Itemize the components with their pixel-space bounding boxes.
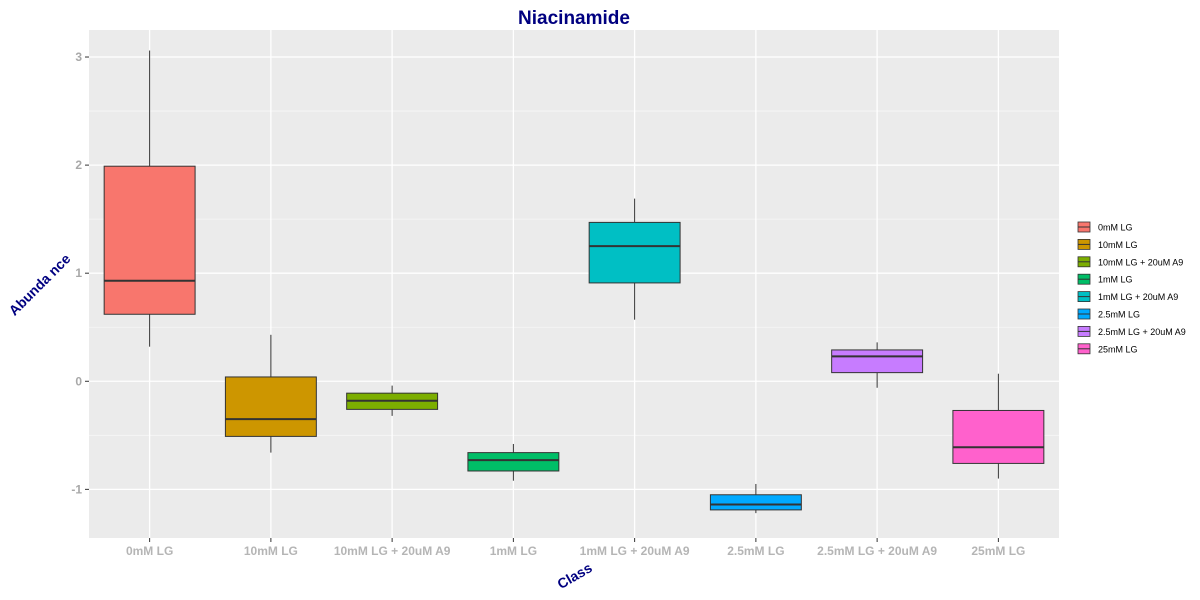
legend-label: 1mM LG bbox=[1098, 275, 1133, 285]
y-tick-label: 0 bbox=[75, 374, 82, 388]
x-tick-label: 0mM LG bbox=[126, 544, 173, 558]
box-body bbox=[588, 221, 681, 284]
boxes bbox=[103, 50, 1045, 514]
box-body bbox=[709, 494, 802, 511]
box-4 bbox=[588, 198, 681, 320]
x-tick-label: 2.5mM LG + 20uM A9 bbox=[817, 544, 937, 558]
legend-label: 10mM LG + 20uM A9 bbox=[1098, 257, 1183, 267]
legend-label: 0mM LG bbox=[1098, 223, 1133, 233]
legend: 0mM LG 10mM LG 10mM LG + 20uM A9 1mM LG 1mM … bbox=[1077, 221, 1186, 354]
legend-item: 2.5mM LG + 20uM A9 bbox=[1077, 325, 1186, 337]
box-body bbox=[467, 452, 560, 472]
box-7 bbox=[952, 373, 1045, 479]
legend-label: 1mM LG + 20uM A9 bbox=[1098, 292, 1178, 302]
y-axis-title: Abunda nce bbox=[5, 250, 73, 318]
y-tick-label: -1 bbox=[71, 482, 82, 496]
x-tick-label: 1mM LG + 20uM A9 bbox=[580, 544, 690, 558]
box-2 bbox=[346, 385, 439, 416]
y-tick-label: 1 bbox=[75, 266, 82, 280]
x-axis: 0mM LG 10mM LG 10mM LG + 20uM A9 1mM LG 1mM … bbox=[126, 538, 1025, 558]
box-3 bbox=[467, 443, 560, 481]
x-tick-label: 25mM LG bbox=[971, 544, 1025, 558]
legend-item: 2.5mM LG bbox=[1077, 308, 1140, 320]
legend-item: 10mM LG + 20uM A9 bbox=[1077, 256, 1183, 267]
y-axis: -1 0 1 2 3 bbox=[71, 50, 89, 496]
y-tick-label: 3 bbox=[75, 50, 82, 64]
box-5 bbox=[709, 483, 802, 514]
box-1 bbox=[224, 334, 317, 453]
legend-item: 10mM LG bbox=[1077, 238, 1138, 250]
legend-item: 25mM LG bbox=[1077, 343, 1138, 354]
box-0 bbox=[103, 50, 196, 347]
box-body bbox=[103, 165, 196, 315]
grid-minor bbox=[89, 110, 1059, 436]
legend-label: 2.5mM LG + 20uM A9 bbox=[1098, 327, 1186, 337]
y-tick-label: 2 bbox=[75, 158, 82, 172]
legend-label: 2.5mM LG bbox=[1098, 310, 1140, 320]
legend-item: 1mM LG + 20uM A9 bbox=[1077, 291, 1178, 302]
box-body bbox=[224, 376, 317, 437]
x-tick-label: 1mM LG bbox=[490, 544, 537, 558]
chart-title: Niacinamide bbox=[518, 8, 630, 29]
legend-label: 25mM LG bbox=[1098, 344, 1138, 354]
legend-item: 1mM LG bbox=[1077, 273, 1133, 285]
x-tick-label: 10mM LG bbox=[244, 544, 298, 558]
box-6 bbox=[831, 342, 924, 388]
legend-item: 0mM LG bbox=[1077, 221, 1133, 233]
box-body bbox=[831, 349, 924, 374]
x-tick-label: 2.5mM LG bbox=[727, 544, 784, 558]
x-tick-label: 10mM LG + 20uM A9 bbox=[334, 544, 451, 558]
x-axis-title: Class bbox=[554, 559, 595, 592]
box-body bbox=[952, 409, 1045, 464]
legend-label: 10mM LG bbox=[1098, 240, 1138, 250]
plot-panel bbox=[89, 30, 1059, 538]
